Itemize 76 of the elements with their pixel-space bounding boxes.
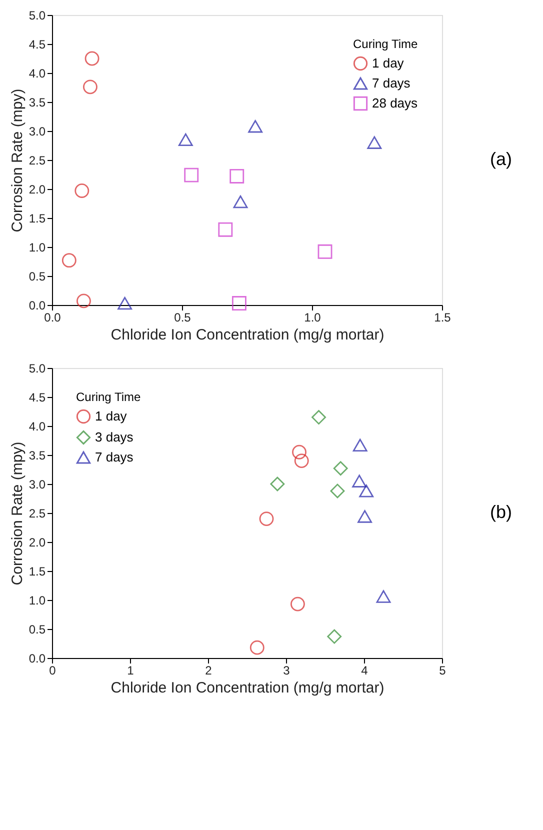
point	[270, 476, 285, 492]
y-tick-label: 0.5	[28, 270, 46, 284]
y-tick-label: 0.0	[28, 652, 46, 666]
y-tick-label: 3.5	[28, 96, 46, 110]
point	[352, 474, 367, 488]
legend-title: Curing Time	[76, 390, 142, 404]
point	[318, 244, 332, 259]
point	[312, 410, 326, 425]
x-tick-label: 0	[49, 664, 56, 678]
y-tick-label: 0.0	[28, 298, 46, 312]
point	[230, 169, 244, 184]
point	[367, 136, 382, 149]
point	[184, 168, 199, 182]
legend-label: 1 day	[372, 56, 404, 70]
legend-title: Curing Time	[353, 37, 418, 51]
x-tick-label: 1.0	[304, 310, 322, 324]
point	[358, 510, 372, 523]
x-tick-label: 5	[439, 664, 446, 678]
y-tick-label: 4.5	[28, 390, 46, 404]
point	[62, 253, 76, 268]
point	[359, 484, 374, 498]
y-tick-label: 1.0	[28, 240, 46, 254]
point	[327, 629, 342, 644]
point	[248, 120, 263, 133]
point	[259, 512, 274, 526]
text: (b)	[490, 502, 512, 522]
x-tick-label: 4	[361, 664, 368, 678]
x-tick-label: 0.0	[44, 310, 62, 324]
x-tick-label: 0.5	[174, 310, 192, 324]
y-tick-label: 4.0	[28, 420, 46, 434]
y-tick-label: 1.5	[28, 564, 46, 578]
legend-label: 1 day	[95, 408, 128, 424]
y-tick-label: 3.0	[28, 124, 46, 138]
y-tick-label: 2.0	[28, 182, 46, 196]
x-axis-title: Chloride Ion Concentration (mg/g mortar)	[110, 326, 384, 344]
point	[290, 596, 305, 612]
y-tick-label: 3.5	[28, 448, 46, 462]
point	[218, 222, 233, 237]
x-tick-label: 1.5	[434, 310, 452, 324]
y-tick-label: 0.5	[28, 622, 46, 636]
point	[292, 444, 306, 460]
point	[232, 296, 246, 310]
x-tick-label: 2	[205, 664, 212, 678]
point	[333, 461, 348, 476]
y-tick-label: 2.5	[28, 154, 46, 168]
y-tick-label: 2.5	[28, 506, 46, 520]
point	[74, 184, 90, 198]
point	[376, 590, 391, 603]
y-tick-label: 3.0	[28, 478, 46, 492]
legend-label: 7 days	[372, 76, 411, 90]
point	[84, 51, 100, 66]
point	[118, 296, 132, 310]
text: (a)	[490, 149, 512, 169]
y-tick-label: 5.0	[28, 362, 46, 376]
point	[233, 195, 248, 208]
y-axis-title: Corrosion Rate (mpy)	[8, 88, 26, 232]
x-tick-label: 1	[127, 664, 134, 678]
point	[178, 133, 193, 146]
legend-label: 28 days	[372, 96, 418, 110]
legend-label: 3 days	[95, 430, 134, 444]
point	[294, 454, 309, 468]
y-tick-label: 4.0	[28, 66, 46, 80]
point	[83, 80, 98, 94]
point	[352, 438, 368, 452]
x-axis-title: Chloride Ion Concentration (mg/g mortar)	[110, 680, 384, 696]
y-tick-label: 1.5	[28, 212, 46, 226]
y-tick-label: 2.0	[28, 536, 46, 550]
y-tick-label: 5.0	[28, 8, 46, 22]
point	[76, 294, 91, 308]
legend-label: 7 days	[95, 450, 134, 464]
y-tick-label: 4.5	[28, 38, 46, 52]
y-axis-title: Corrosion Rate (mpy)	[8, 442, 26, 586]
point	[250, 640, 264, 655]
point	[330, 484, 345, 498]
x-tick-label: 3	[283, 664, 290, 678]
y-tick-label: 1.0	[28, 594, 46, 608]
